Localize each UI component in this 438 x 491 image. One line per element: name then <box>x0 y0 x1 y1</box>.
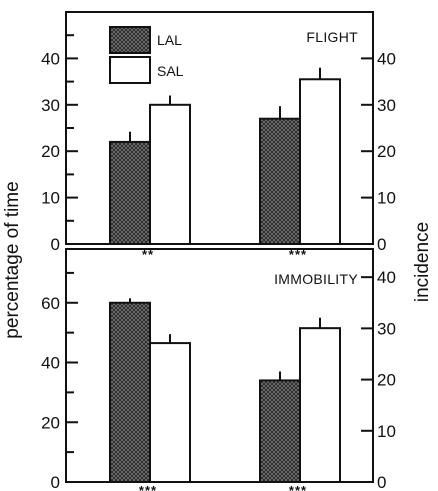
bar-sal <box>149 103 191 245</box>
left-tick-label: 20 <box>41 142 60 161</box>
significance-mark: *** <box>289 483 307 491</box>
left-axis-title: percentage of time <box>2 181 23 338</box>
right-tick-label: 20 <box>377 371 396 390</box>
left-tick-label: 40 <box>41 354 60 373</box>
right-axis-title: incidence <box>412 222 433 302</box>
right-tick-label: 20 <box>377 142 396 161</box>
right-tick-label: 40 <box>377 268 396 287</box>
bar-lal <box>109 140 151 245</box>
panel-title: FLIGHT <box>306 29 358 45</box>
right-tick-label: 40 <box>377 49 396 68</box>
legend-swatch-sal <box>109 56 151 84</box>
panel-immobility: 0 20 40 60 0 10 20 30 40 IMMOBILITY *** *** <box>41 248 396 491</box>
left-tick-label: 30 <box>41 96 60 115</box>
right-tick-label: 10 <box>377 189 396 208</box>
right-tick-label: 30 <box>377 319 396 338</box>
left-tick-label: 40 <box>41 49 60 68</box>
legend-label-lal: LAL <box>157 32 182 48</box>
legend: LAL SAL <box>109 26 184 84</box>
left-tick-label: 0 <box>51 235 60 254</box>
legend-swatch-lal <box>109 26 151 54</box>
bar-lal <box>259 117 301 245</box>
right-tick-label: 30 <box>377 96 396 115</box>
right-tick-label: 10 <box>377 422 396 441</box>
bar-lal <box>109 301 151 483</box>
left-tick-label: 0 <box>51 473 60 491</box>
plot-frame <box>65 248 374 483</box>
left-tick-label: 10 <box>41 189 60 208</box>
right-tick-label: 0 <box>377 235 386 254</box>
panel-title: IMMOBILITY <box>274 271 358 287</box>
legend-label-sal: SAL <box>157 63 184 79</box>
bar-sal <box>299 78 341 245</box>
right-tick-label: 0 <box>377 473 386 491</box>
left-tick-label: 60 <box>41 294 60 313</box>
significance-mark: *** <box>289 247 307 262</box>
bar-lal <box>259 379 301 483</box>
significance-mark: *** <box>139 483 157 491</box>
significance-mark: ** <box>142 247 154 262</box>
bar-sal <box>299 327 341 483</box>
left-tick-label: 20 <box>41 413 60 432</box>
bar-sal <box>149 342 191 483</box>
